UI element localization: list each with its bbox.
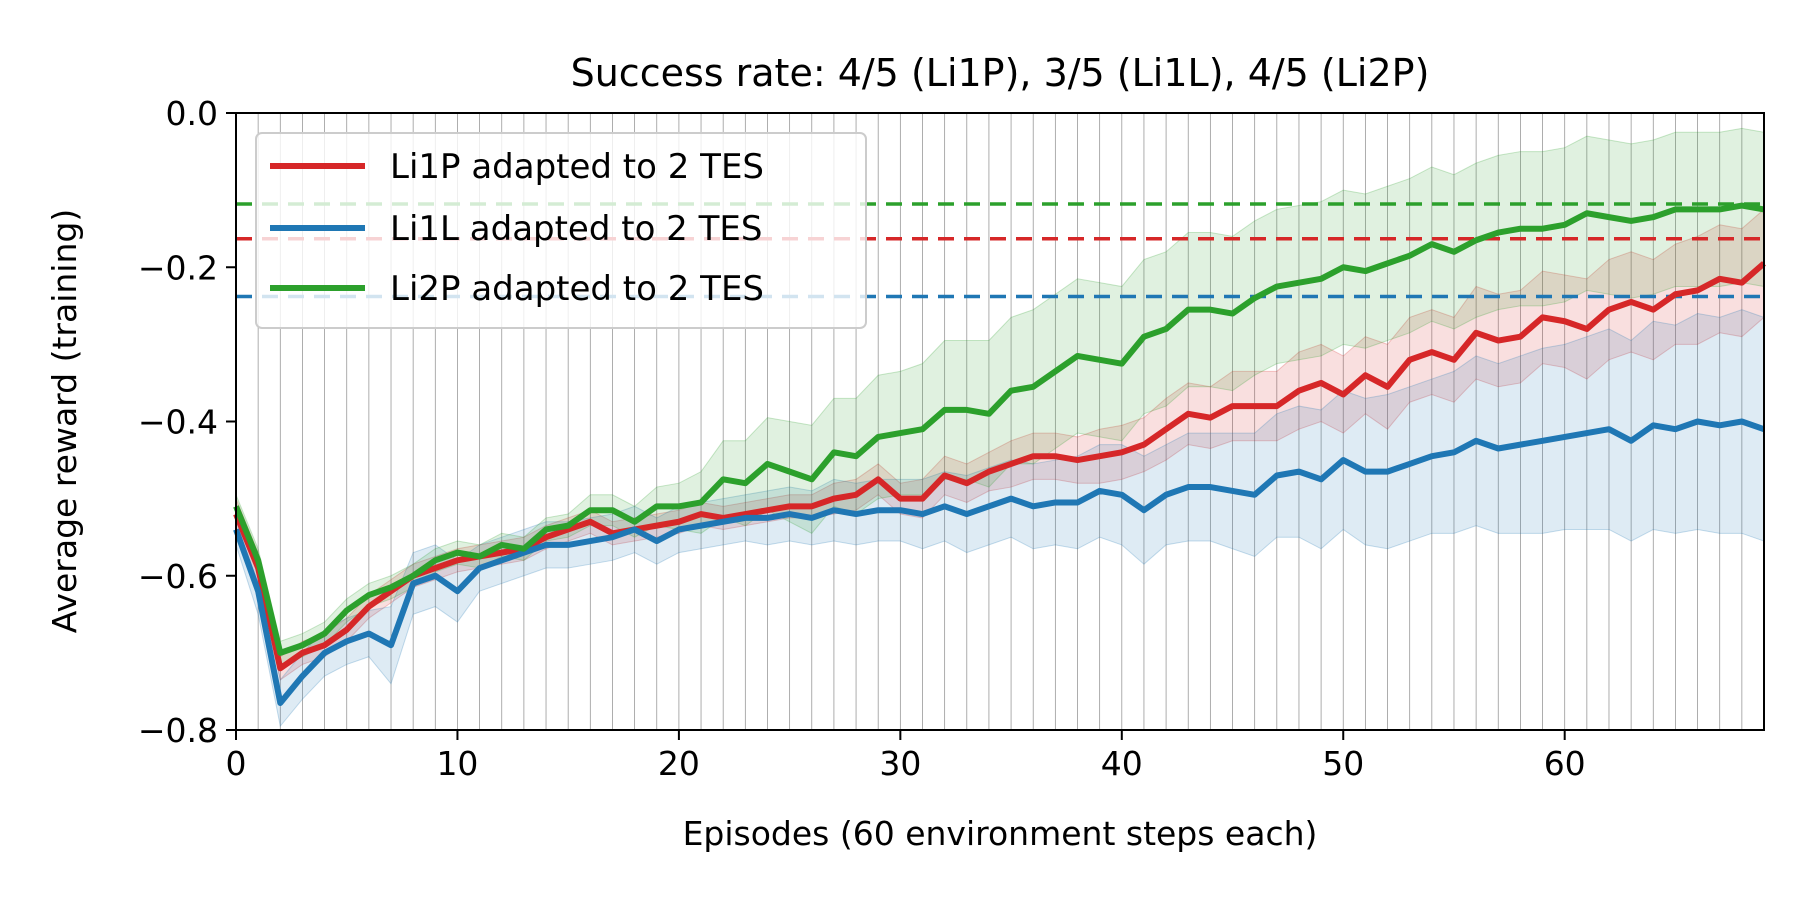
x-tick-label: 50 bbox=[1322, 744, 1364, 783]
x-tick-label: 10 bbox=[436, 744, 478, 783]
legend-label-li2p: Li2P adapted to 2 TES bbox=[390, 269, 764, 309]
series-line-li1l bbox=[233, 418, 1765, 707]
legend-label-li1l: Li1L adapted to 2 TES bbox=[390, 209, 762, 249]
x-tick-label: 60 bbox=[1544, 744, 1586, 783]
y-axis-label: Average reward (training) bbox=[45, 209, 84, 633]
legend: Li1P adapted to 2 TES Li1L adapted to 2 … bbox=[255, 132, 867, 329]
x-tick-label: 30 bbox=[879, 744, 921, 783]
x-tick-label: 20 bbox=[658, 744, 700, 783]
legend-label-li1p: Li1P adapted to 2 TES bbox=[390, 147, 764, 187]
series-lines bbox=[233, 202, 1766, 707]
x-axis-label: Episodes (60 environment steps each) bbox=[683, 814, 1318, 853]
dashed-baselines bbox=[236, 202, 1764, 299]
y-tick-label: −0.2 bbox=[138, 248, 218, 287]
y-tick-label: 0.0 bbox=[166, 94, 218, 133]
x-axis-ticks: 0 10 20 30 40 50 60 bbox=[226, 730, 1586, 783]
series-line-li1p bbox=[233, 261, 1766, 672]
y-axis-ticks: −0.8 −0.6 −0.4 −0.2 0.0 bbox=[138, 94, 236, 750]
y-tick-label: −0.8 bbox=[138, 711, 218, 750]
y-tick-label: −0.6 bbox=[138, 557, 218, 596]
y-tick-label: −0.4 bbox=[138, 403, 218, 442]
x-tick-label: 0 bbox=[226, 744, 247, 783]
chart-title: Success rate: 4/5 (Li1P), 3/5 (Li1L), 4/… bbox=[571, 51, 1430, 95]
x-tick-label: 40 bbox=[1101, 744, 1143, 783]
series-line-li2p bbox=[233, 202, 1765, 656]
legend-box bbox=[255, 132, 867, 329]
